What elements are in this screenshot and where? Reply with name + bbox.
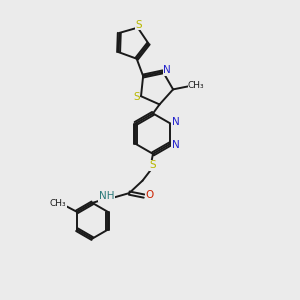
Text: O: O [145,190,154,200]
Text: N: N [163,65,171,75]
Text: NH: NH [99,191,114,201]
Text: S: S [133,92,140,102]
Text: N: N [172,140,179,150]
Text: CH₃: CH₃ [188,81,205,90]
Text: S: S [136,20,142,30]
Text: CH₃: CH₃ [50,199,67,208]
Text: N: N [172,117,179,127]
Text: S: S [149,160,156,170]
